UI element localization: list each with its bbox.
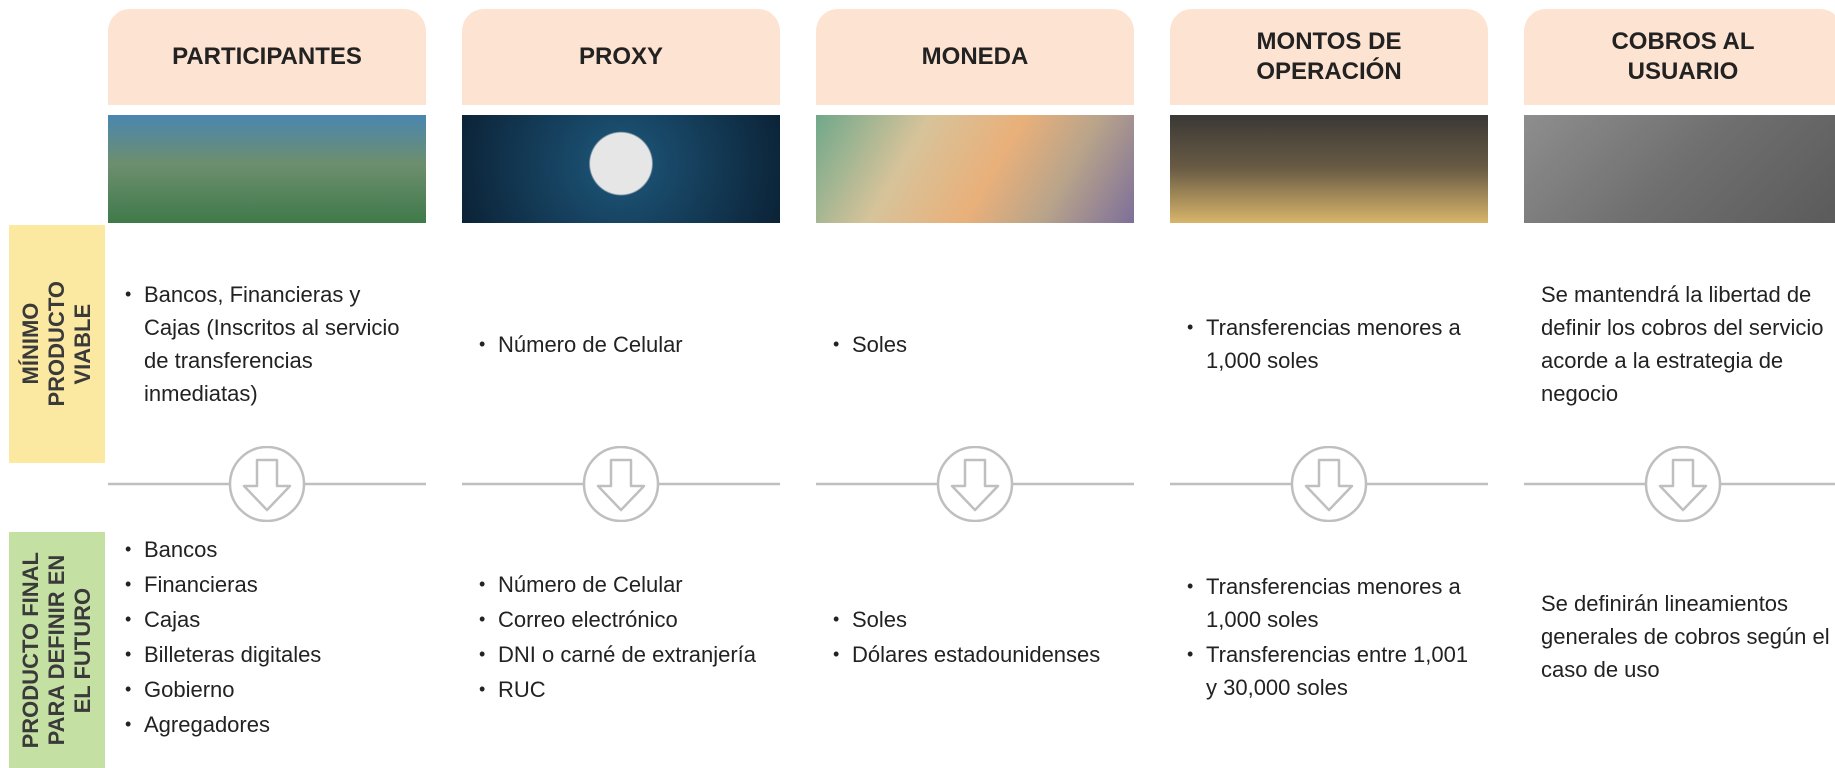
paragraph: Se mantendrá la libertad de definir los … [1541,282,1824,406]
row-label-line: PRODUCTO [44,281,69,407]
cell-mvp: Soles [833,225,1128,463]
column: COBROS AL USUARIO Se mantendrá la liberta… [1524,0,1835,768]
down-arrow-divider [1524,446,1835,522]
bullet: Transferencias entre 1,001 y 30,000 sole… [1187,638,1482,704]
column: PROXYNúmero de CelularNúmero de CelularC… [462,0,780,768]
bullet: Número de Celular [479,328,774,361]
bullet: Cajas [125,603,420,636]
cell-final: Se definirán lineamientos generales de c… [1541,505,1835,768]
row-label-line: MÍNIMO [18,303,43,385]
down-arrow-divider [462,446,780,522]
bullet-list: Soles [833,326,1128,363]
photo [108,115,426,223]
bullet: Soles [833,603,1128,636]
down-arrow-divider [816,446,1134,522]
bullet-list: Bancos, Financieras y Cajas (Inscritos a… [125,276,420,412]
bullet: Número de Celular [479,568,774,601]
row-label-line: VIABLE [70,303,95,385]
cell-mvp: Número de Celular [479,225,774,463]
bullet: Correo electrónico [479,603,774,636]
row-label-line: PARA DEFINIR EN [44,554,69,746]
column-header: PARTICIPANTES [108,9,426,105]
column: MONEDASolesSolesDólares estadounidenses [816,0,1134,768]
column-header: MONEDA [816,9,1134,105]
down-arrow-divider [108,446,426,522]
paragraph: Se definirán lineamientos generales de c… [1541,591,1830,682]
bullet-list: SolesDólares estadounidenses [833,601,1128,673]
bullet: Transferencias menores a 1,000 soles [1187,311,1482,377]
row-label-line: EL FUTURO [70,587,95,713]
cell-final: BancosFinancierasCajasBilleteras digital… [125,505,420,768]
bullet-list: Transferencias menores a 1,000 solesTran… [1187,568,1482,706]
column-header: MONTOS DE OPERACIÓN [1170,9,1488,105]
bullet: Billeteras digitales [125,638,420,671]
bullet: Soles [833,328,1128,361]
bullet-list: Número de Celular [479,326,774,363]
cell-mvp: Transferencias menores a 1,000 soles [1187,225,1482,463]
bullet: Bancos, Financieras y Cajas (Inscritos a… [125,278,420,410]
bullet-list: Número de CelularCorreo electrónicoDNI o… [479,566,774,708]
bullet: RUC [479,673,774,706]
bullet-list: Transferencias menores a 1,000 soles [1187,309,1482,379]
bullet: Agregadores [125,708,420,741]
row-label-mvp: MÍNIMO PRODUCTO VIABLE [9,225,105,463]
column-header: COBROS AL USUARIO [1524,9,1835,105]
bullet: Gobierno [125,673,420,706]
row-label-text: PRODUCTO FINAL PARA DEFINIR EN EL FUTURO [18,552,96,748]
cell-final: SolesDólares estadounidenses [833,505,1128,768]
cell-final: Número de CelularCorreo electrónicoDNI o… [479,505,774,768]
bullet-list: BancosFinancierasCajasBilleteras digital… [125,531,420,743]
cell-mvp: Se mantendrá la libertad de definir los … [1541,225,1835,463]
column-header: PROXY [462,9,780,105]
photo [816,115,1134,223]
down-arrow-divider [1170,446,1488,522]
row-label-text: MÍNIMO PRODUCTO VIABLE [18,281,96,407]
column: PARTICIPANTES Bancos, Financieras y Cajas… [108,0,426,768]
column: MONTOS DE OPERACIÓN Transferencias menore… [1170,0,1488,768]
bullet: Transferencias menores a 1,000 soles [1187,570,1482,636]
bullet: Bancos [125,533,420,566]
row-label-line: PRODUCTO FINAL [18,551,43,749]
bullet: Dólares estadounidenses [833,638,1128,671]
bullet: DNI o carné de extranjería [479,638,774,671]
photo [1524,115,1835,223]
row-label-final: PRODUCTO FINAL PARA DEFINIR EN EL FUTURO [9,532,105,768]
photo [462,115,780,223]
photo [1170,115,1488,223]
cell-mvp: Bancos, Financieras y Cajas (Inscritos a… [125,225,420,463]
cell-final: Transferencias menores a 1,000 solesTran… [1187,505,1482,768]
bullet: Financieras [125,568,420,601]
